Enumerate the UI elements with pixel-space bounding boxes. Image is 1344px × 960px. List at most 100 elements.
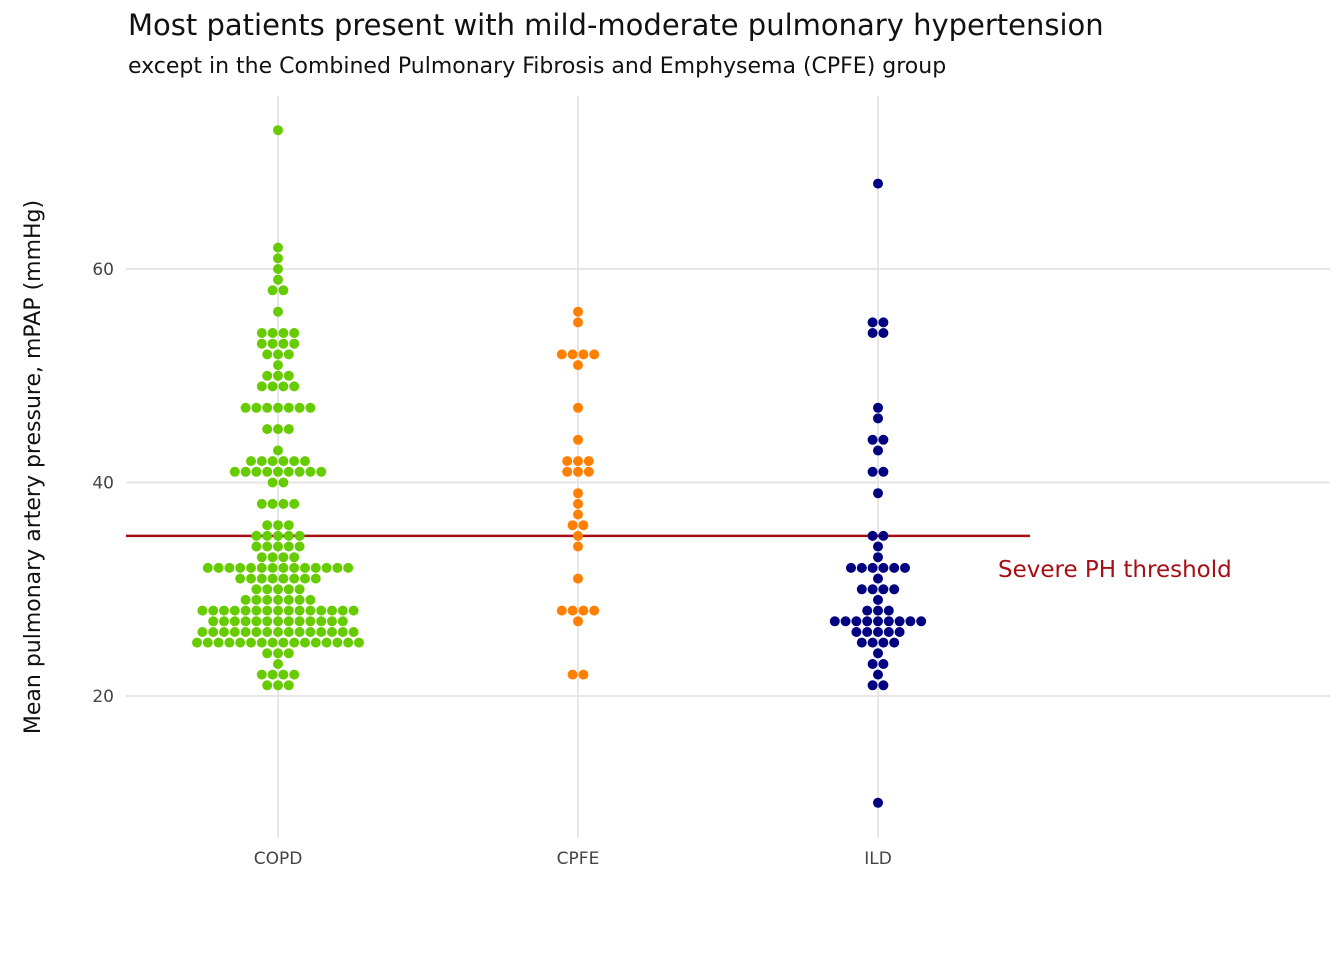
x-tick-labels: COPD CPFE ILD [254,849,892,869]
dot-copd [289,456,300,467]
dot-copd [267,637,278,648]
dot-ild [867,317,878,328]
dot-copd [251,402,262,413]
dot-ild [867,637,878,648]
dot-copd [300,562,310,573]
dot-copd [273,659,283,669]
dot-copd [300,573,310,584]
dot-copd [267,285,278,296]
dot-ild [873,445,883,456]
dot-copd [283,584,294,595]
dot-copd [273,274,283,285]
y-tick-label-20: 20 [92,687,114,707]
dot-copd [327,627,337,637]
severe-ph-threshold-label: Severe PH threshold [998,557,1232,583]
dot-copd [262,402,273,413]
dot-copd [267,338,278,349]
dot-copd [262,466,273,477]
dot-copd [289,338,300,349]
dot-copd [294,605,305,616]
dot-copd [316,605,327,616]
dot-copd [273,264,283,274]
dot-copd [278,573,289,584]
dot-copd [305,402,316,413]
dot-copd [327,605,337,616]
dot-copd [289,562,300,573]
dot-ild [883,605,894,616]
dot-copd [240,605,251,616]
dot-copd [278,456,289,467]
dot-copd [273,541,283,552]
dot-copd [262,594,273,605]
dot-copd [273,594,283,605]
dot-copd [305,605,316,616]
dot-copd [240,594,251,605]
dot-copd [273,584,283,595]
dot-copd [337,616,348,627]
dot-copd [251,594,262,605]
dot-cpfe [567,349,578,360]
x-tick-label-ild: ILD [864,849,892,869]
dot-copd [278,328,289,338]
dot-copd [246,573,256,584]
dot-copd [300,456,310,467]
dot-ild [840,616,851,627]
dot-cpfe [567,605,578,616]
dot-ild [873,594,883,605]
dot-ild [873,797,883,808]
dot-copd [273,466,283,477]
dot-copd [305,594,316,605]
dot-copd [343,562,354,573]
dot-copd [278,477,289,488]
dot-ild [873,605,883,616]
dot-copd [273,680,283,691]
dot-copd [294,530,305,541]
dot-copd [267,573,278,584]
dot-ild [878,584,889,595]
dot-cpfe [573,306,583,317]
dot-copd [256,381,267,392]
dot-copd [235,637,246,648]
dot-ild [889,584,900,595]
dot-copd [310,562,321,573]
dot-copd [262,605,273,616]
dot-ild [873,541,883,552]
dot-cpfe [556,349,567,360]
dot-copd [316,627,327,637]
dot-copd [321,637,332,648]
dot-copd [283,627,294,637]
dot-cpfe [567,669,578,680]
dot-copd [219,605,229,616]
dot-copd [262,627,273,637]
dot-copd [235,562,246,573]
dot-copd [294,616,305,627]
dot-copd [337,605,348,616]
dot-copd [273,616,283,627]
dot-copd [327,616,337,627]
dot-copd [289,637,300,648]
dot-copd [262,680,273,691]
dot-copd [256,552,267,563]
dot-ild [862,605,873,616]
dot-copd [278,637,289,648]
dot-copd [289,498,300,509]
dot-ild [867,659,878,669]
dot-copd [256,562,267,573]
dot-copd [224,562,235,573]
y-tick-label-40: 40 [92,474,114,494]
dot-ild [878,562,889,573]
grid-lines [126,96,1330,838]
dot-copd [294,627,305,637]
dot-copd [240,616,251,627]
dot-copd [283,424,294,435]
dot-copd [305,616,316,627]
dot-copd [354,637,364,648]
dot-copd [251,584,262,595]
dot-copd [273,370,283,381]
dot-ild [867,680,878,691]
dot-copd [332,562,343,573]
dot-ild [878,680,889,691]
dot-copd [273,648,283,659]
dot-copd [294,584,305,595]
dot-ild [867,328,878,338]
